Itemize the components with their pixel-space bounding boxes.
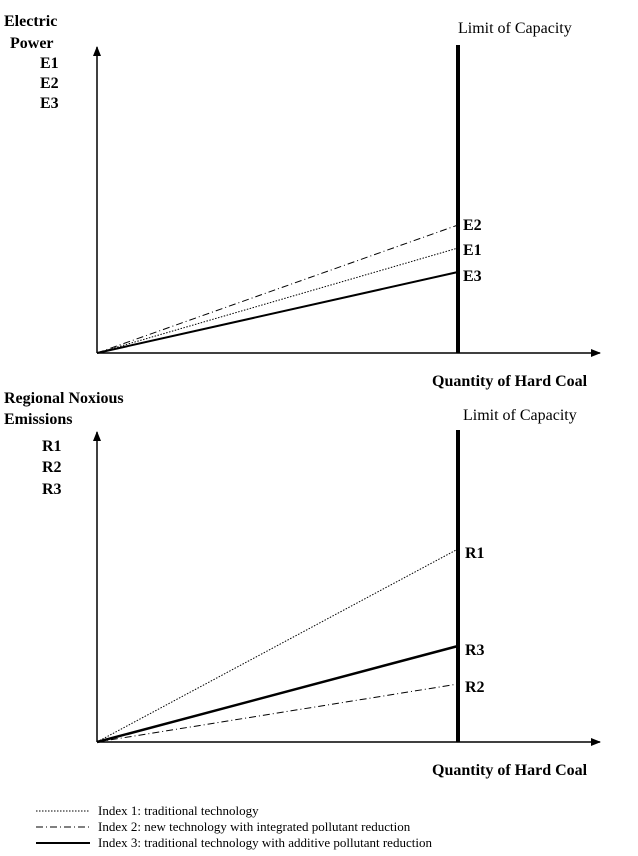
bottom-y-item-r3: R3	[42, 481, 62, 498]
top-end-label-e1: E1	[463, 242, 482, 259]
bottom-x-title: Quantity of Hard Coal	[432, 762, 588, 779]
bottom-y-item-r2: R2	[42, 459, 62, 476]
bottom-line-index1	[96, 548, 459, 743]
top-x-title: Quantity of Hard Coal	[432, 373, 588, 390]
top-y-item-e1: E1	[40, 55, 59, 72]
bottom-line-index2	[96, 683, 459, 743]
bottom-panel: Regional Noxious Emissions R1 R2 R3 Limi…	[4, 390, 601, 779]
legend: Index 1: traditional technology Index 2:…	[36, 803, 432, 850]
bottom-end-label-r1: R1	[465, 545, 485, 562]
legend-label-index1: Index 1: traditional technology	[98, 803, 259, 818]
bottom-end-label-r3: R3	[465, 642, 485, 659]
top-y-title-line2: Power	[10, 35, 54, 52]
legend-label-index2: Index 2: new technology with integrated …	[98, 819, 411, 834]
legend-label-index3: Index 3: traditional technology with add…	[98, 835, 432, 850]
bottom-y-title-line2: Emissions	[4, 411, 72, 428]
top-y-item-e3: E3	[40, 95, 59, 112]
top-line-index3	[96, 271, 459, 354]
top-capacity-label: Limit of Capacity	[458, 20, 572, 37]
top-y-item-e2: E2	[40, 75, 59, 92]
top-line-index2	[96, 224, 459, 354]
bottom-y-title-line1: Regional Noxious	[4, 390, 124, 407]
bottom-end-label-r2: R2	[465, 679, 485, 696]
top-line-index1	[96, 247, 459, 354]
top-end-label-e3: E3	[463, 268, 482, 285]
bottom-capacity-label: Limit of Capacity	[463, 407, 577, 424]
top-panel: Electric Power E1 E2 E3 Limit of Capacit…	[4, 13, 601, 390]
top-end-label-e2: E2	[463, 217, 482, 234]
bottom-line-index3	[96, 644, 459, 744]
bottom-y-item-r1: R1	[42, 438, 62, 455]
top-y-title-line1: Electric	[4, 13, 57, 30]
